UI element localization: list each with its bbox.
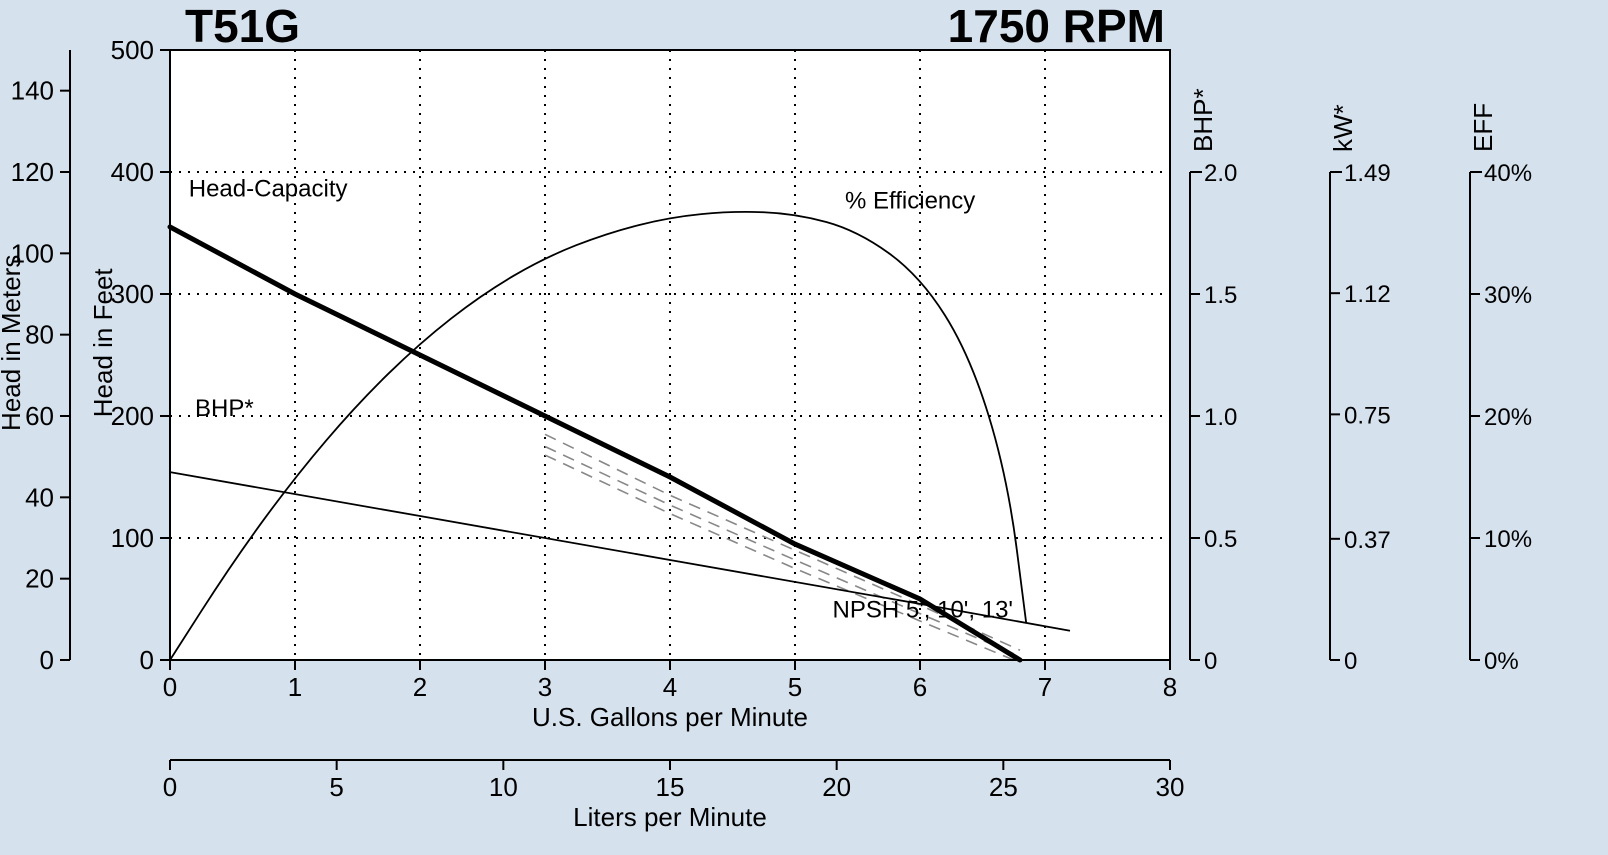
y-feet-tick-label: 100	[111, 523, 154, 553]
x-tick-label: 8	[1163, 672, 1177, 702]
bhp-label: BHP*	[195, 395, 254, 422]
y-eff-tick-label: 10%	[1484, 526, 1532, 553]
x-axis-label: U.S. Gallons per Minute	[532, 702, 808, 732]
x-tick-label: 7	[1038, 672, 1052, 702]
y-bhp-label: BHP*	[1188, 88, 1218, 152]
y-eff-tick-label: 30%	[1484, 282, 1532, 309]
y-bhp-tick-label: 2.0	[1204, 160, 1237, 187]
x2-tick-label: 30	[1156, 772, 1185, 802]
y-feet-tick-label: 400	[111, 157, 154, 187]
x2-tick-label: 5	[329, 772, 343, 802]
y-meters-tick-label: 0	[40, 645, 54, 675]
x-tick-label: 6	[913, 672, 927, 702]
y-meters-label: Head in Meters	[0, 255, 26, 431]
x-tick-label: 3	[538, 672, 552, 702]
x-tick-label: 0	[163, 672, 177, 702]
y-meters-tick-label: 140	[11, 76, 54, 106]
x2-tick-label: 0	[163, 772, 177, 802]
x2-tick-label: 10	[489, 772, 518, 802]
y-eff-tick-label: 0%	[1484, 648, 1519, 675]
chart-svg: T51G 1750 RPM 0 1 2 3 4 5 6 7 8 U.S. Gallons per Mi…	[0, 0, 1608, 855]
x2-axis-label: Liters per Minute	[573, 802, 767, 832]
y-eff-tick-label: 40%	[1484, 160, 1532, 187]
y-meters-tick-label: 60	[25, 401, 54, 431]
x2-tick-label: 20	[822, 772, 851, 802]
y-bhp-tick-label: 0	[1204, 648, 1217, 675]
x-tick-label: 2	[413, 672, 427, 702]
y-meters-tick-label: 40	[25, 482, 54, 512]
y-feet-tick-label: 500	[111, 35, 154, 65]
y-kw-tick-label: 0.75	[1344, 402, 1391, 429]
y-kw-tick-label: 1.49	[1344, 160, 1391, 187]
y-kw-tick-label: 0.37	[1344, 527, 1391, 554]
y-kw-tick-label: 1.12	[1344, 281, 1391, 308]
npsh-label: NPSH 5', 10', 13'	[833, 596, 1014, 623]
y-feet-tick-label: 0	[140, 645, 154, 675]
y-kw-tick-label: 0	[1344, 648, 1357, 675]
y-eff-label: EFF	[1468, 103, 1498, 152]
y-bhp-tick-label: 0.5	[1204, 526, 1237, 553]
x-tick-label: 4	[663, 672, 677, 702]
x-tick-label: 1	[288, 672, 302, 702]
y-eff-tick-label: 20%	[1484, 404, 1532, 431]
y-bhp-tick-label: 1.0	[1204, 404, 1237, 431]
x2-tick-label: 15	[656, 772, 685, 802]
head-capacity-label: Head-Capacity	[189, 175, 348, 202]
x-tick-label: 5	[788, 672, 802, 702]
efficiency-label: % Efficiency	[845, 188, 975, 215]
y-meters-tick-label: 120	[11, 157, 54, 187]
y-feet-label: Head in Feet	[88, 268, 118, 418]
pump-curve-chart: T51G 1750 RPM 0 1 2 3 4 5 6 7 8 U.S. Gallons per Mi…	[0, 0, 1608, 855]
y-meters-tick-label: 80	[25, 320, 54, 350]
y-meters-tick-label: 20	[25, 564, 54, 594]
y-bhp-tick-label: 1.5	[1204, 282, 1237, 309]
x2-tick-label: 25	[989, 772, 1018, 802]
chart-title-right: 1750 RPM	[948, 0, 1165, 52]
y-kw-label: kW*	[1328, 104, 1358, 152]
chart-title-left: T51G	[185, 0, 300, 52]
